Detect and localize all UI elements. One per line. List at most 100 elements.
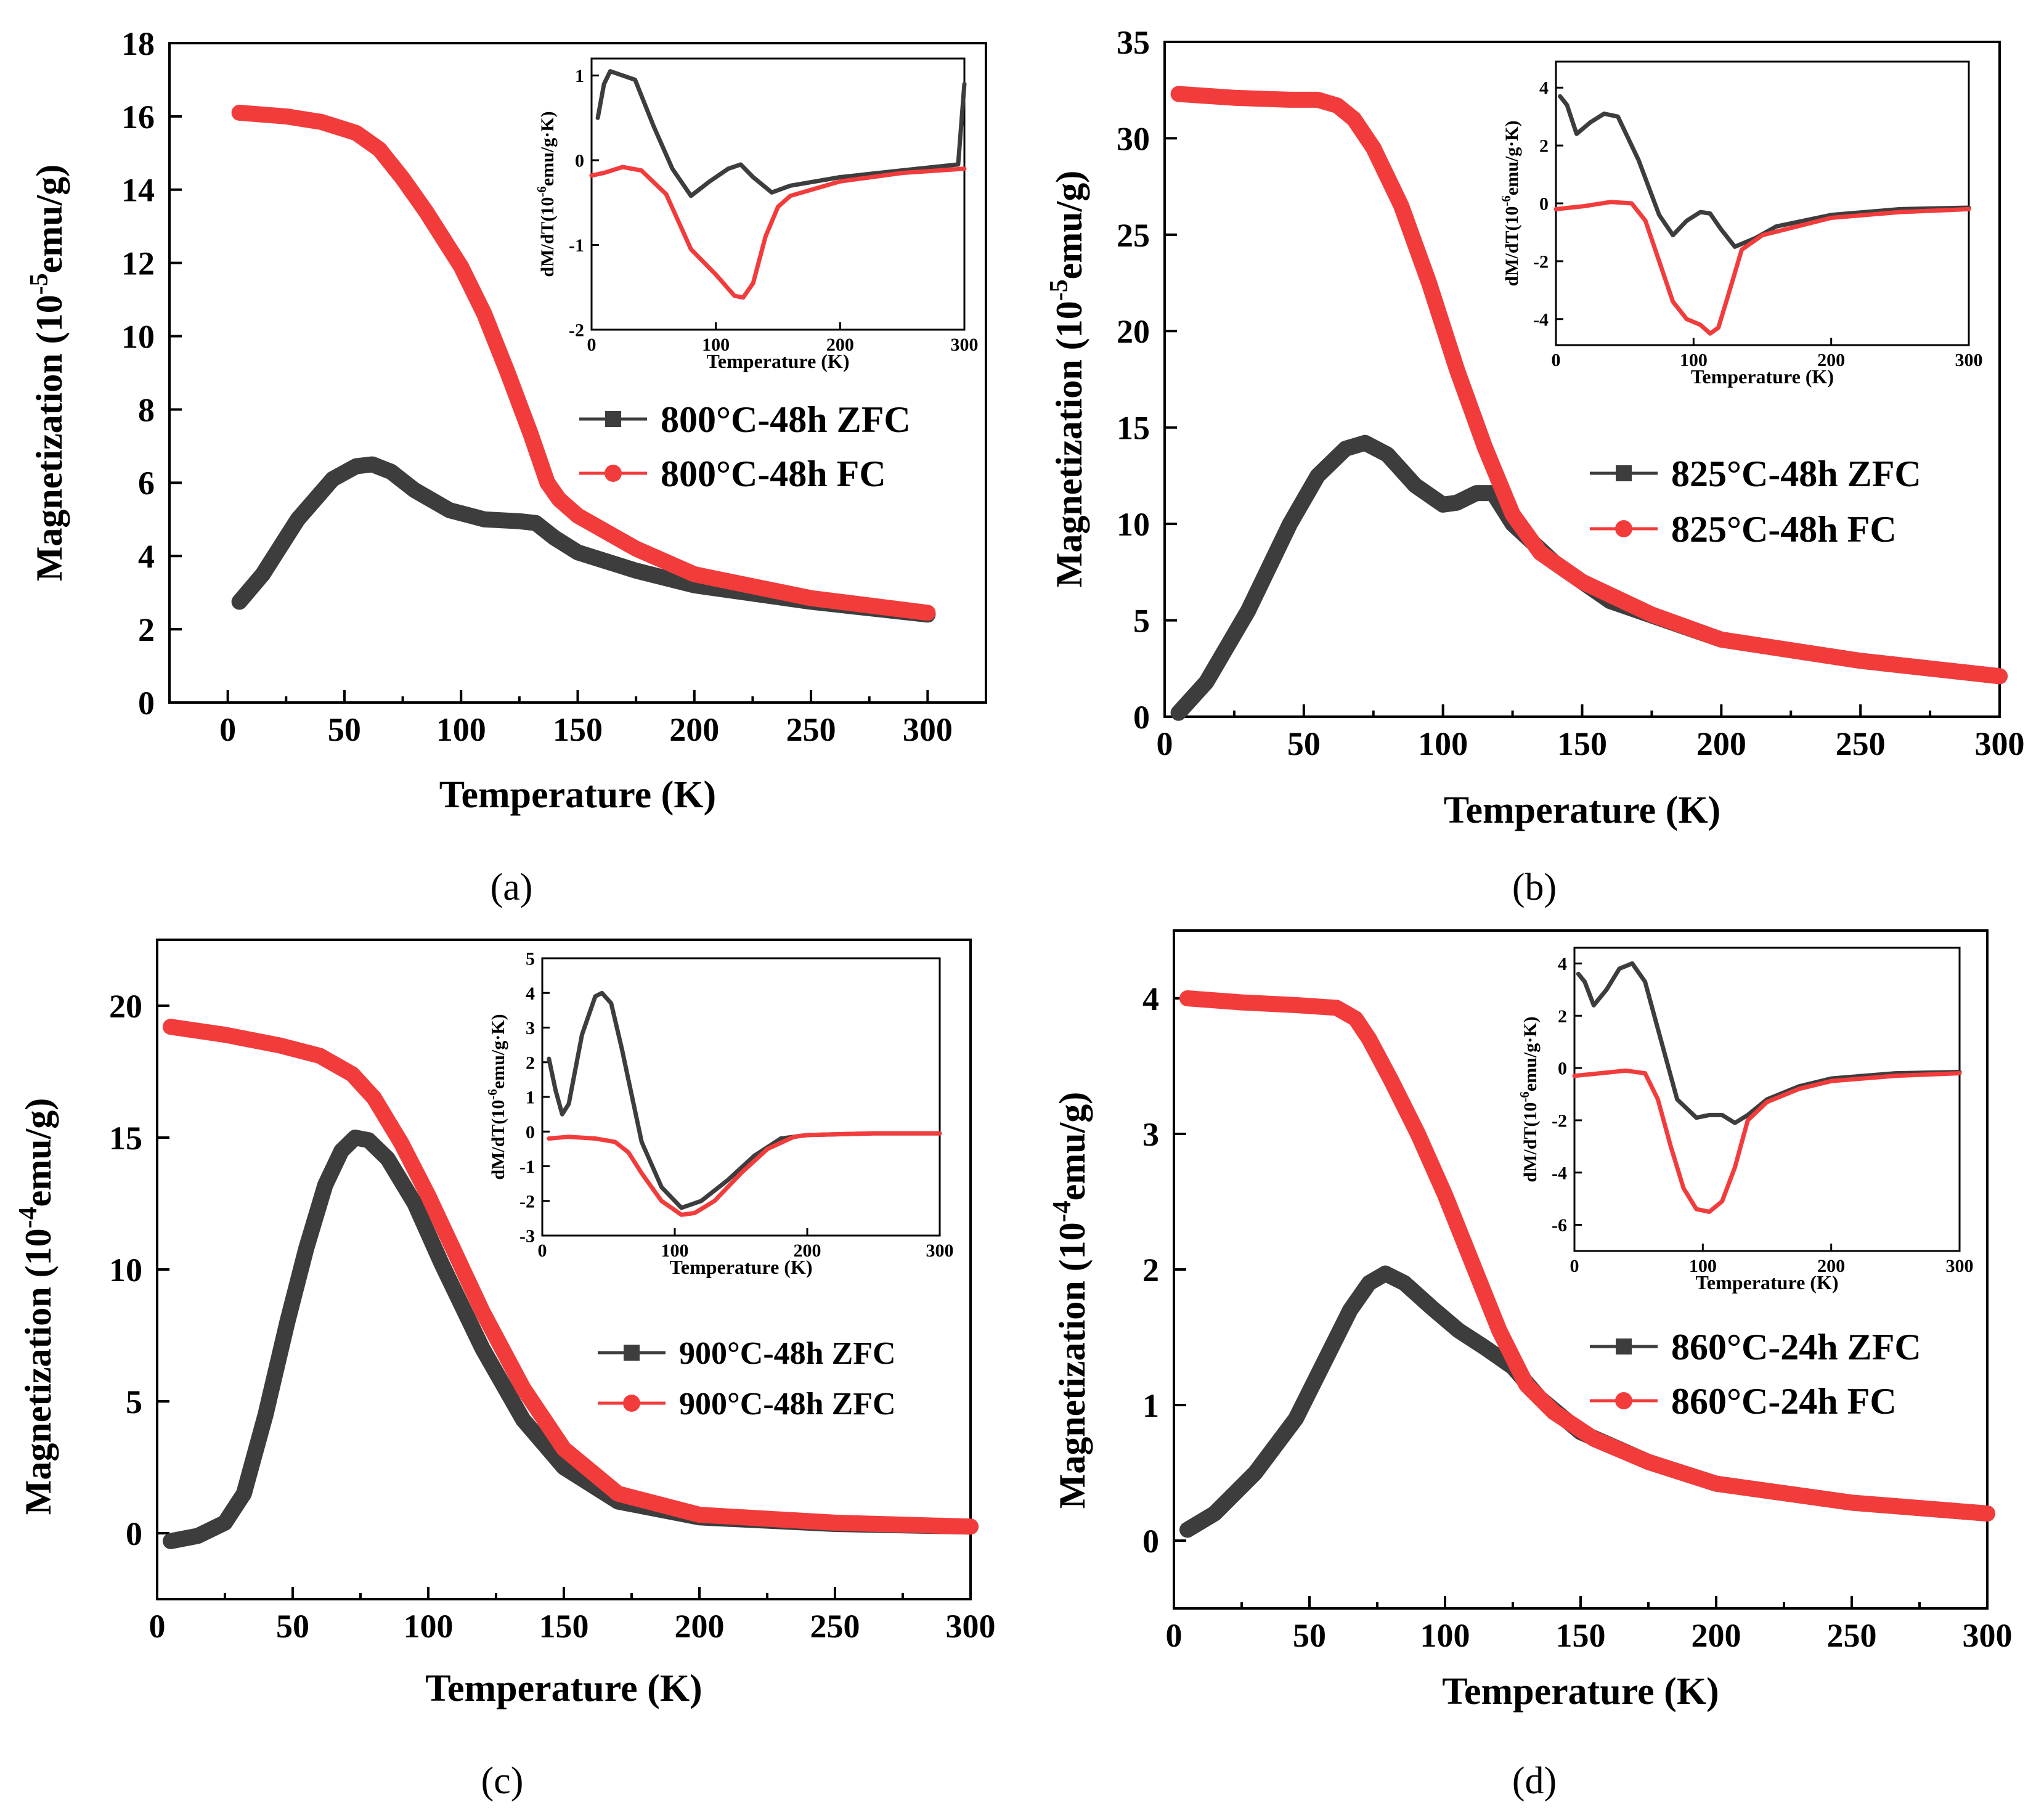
x-tick-label: 150 [1557,725,1607,762]
x-tick-label: 150 [1556,1617,1606,1654]
inset-x-axis-title: Temperature (K) [1691,365,1834,388]
x-tick-label: 200 [826,335,854,355]
y-tick-label: 4 [138,538,155,575]
x-axis-title: Temperature (K) [439,774,716,816]
ylabel-pre: Magnetization (10 [1049,301,1089,587]
ylabel-post: emu/g·K) [488,1014,508,1089]
ylabel-pre: Magnetization (10 [1052,1222,1093,1509]
legend-entry: 825°C-48h FC [1671,509,1897,550]
y-tick-label: 0 [575,151,584,171]
y-tick-label: 8 [138,391,155,428]
x-tick-label: 250 [1836,725,1886,762]
x-tick-label: 250 [786,711,836,748]
x-tick-label: 300 [1946,1256,1974,1276]
y-tick-label: -1 [519,1157,535,1177]
legend-marker-square [1616,1338,1632,1355]
inset-line-zfc [547,990,942,1210]
x-tick-label: 200 [669,711,719,748]
y-tick-label: 0 [1133,699,1150,736]
y-tick-label: 20 [1117,313,1150,350]
x-tick-label: 100 [1680,350,1708,370]
ylabel-exponent: -4 [1048,1200,1077,1222]
x-tick-label: 100 [1418,725,1468,762]
ylabel-pre: Magnetization (10 [18,1228,59,1515]
legend-marker-square [605,411,621,427]
chart-panel-a: 0 50 100 150 200 250 300024681012141618Tempera… [25,25,987,908]
chart-panel-b: 0 50 100 150 200 250 30005101520253035Temperat… [1045,24,2025,908]
x-tick-label: 250 [810,1608,860,1645]
inset-frame [590,57,966,331]
inset-line-fc [547,1131,942,1217]
legend-entry: 860°C-24h FC [1671,1381,1897,1422]
x-tick-label: 100 [436,711,486,748]
inset-x-axis-title: Temperature (K) [1696,1271,1839,1294]
x-tick-label: 200 [794,1241,821,1261]
x-tick-label: 0 [538,1241,547,1261]
y-tick-label: 0 [126,1515,142,1552]
x-tick-label: 100 [661,1241,689,1261]
inset-y-axis-title: dM/dT(10-6emu/g·K) [534,111,558,277]
legend-entry: 825°C-48h ZFC [1671,454,1921,494]
x-tick-label: 100 [1689,1256,1717,1276]
legend-marker-circle [605,465,622,482]
ylabel-exponent: -6 [1517,1091,1532,1102]
y-tick-label: 35 [1117,24,1150,61]
inset-x-axis-title: Temperature (K) [707,350,850,372]
legend-marker-square [1616,465,1632,481]
ylabel-pre: dM/dT(10 [488,1100,508,1180]
x-tick-label: 0 [149,1608,166,1645]
inset-y-axis-title: dM/dT(10-6emu/g·K) [1499,120,1522,286]
y-tick-label: 12 [121,245,155,282]
legend-entry: 800°C-48h ZFC [661,399,911,440]
x-tick-label: 100 [702,335,730,355]
y-tick-label: -4 [1552,1163,1567,1183]
legend-marker-square [624,1345,640,1361]
y-tick-label: 20 [109,988,142,1025]
y-tick-label: 15 [1117,410,1150,447]
x-tick-label: 0 [1157,725,1173,762]
x-tick-label: 300 [1975,725,2025,762]
series-line-fc [231,104,936,621]
x-tick-label: 250 [1827,1617,1877,1654]
y-tick-label: 2 [1539,136,1549,157]
y-tick-label: 3 [1142,1116,1159,1153]
x-tick-label: 50 [1293,1617,1326,1654]
ylabel-post: emu/g) [1052,1092,1093,1201]
y-tick-label: 0 [1558,1059,1567,1079]
x-tick-label: 0 [587,335,597,355]
inset-x-axis-title: Temperature (K) [670,1256,813,1278]
ylabel-pre: dM/dT(10 [1520,1102,1541,1183]
panel-label: (c) [481,1760,524,1802]
ylabel-exponent: -4 [14,1207,43,1228]
ylabel-post: emu/g·K) [1502,120,1522,195]
x-tick-label: 200 [1692,1617,1741,1654]
x-tick-label: 300 [951,335,979,355]
y-tick-label: 2 [138,611,155,648]
ylabel-exponent: -6 [1499,195,1513,206]
ylabel-post: emu/g) [18,1098,59,1207]
x-tick-label: 100 [1420,1617,1470,1654]
y-tick-label: 10 [121,318,155,355]
y-tick-label: 3 [526,1018,535,1038]
ylabel-post: emu/g·K) [537,111,558,186]
y-axis-title: Magnetization (10-5emu/g) [25,165,70,582]
legend-marker-circle [1615,1392,1632,1409]
x-tick-label: 200 [675,1608,725,1645]
panel-label: (d) [1512,1760,1557,1802]
x-tick-label: 150 [553,711,603,748]
ylabel-post: emu/g·K) [1520,1016,1541,1091]
x-tick-label: 0 [1570,1256,1579,1276]
ylabel-exponent: -6 [534,186,549,197]
x-axis-title: Temperature (K) [1442,1671,1719,1713]
ylabel-post: emu/g) [29,165,70,274]
x-tick-label: 300 [903,711,953,748]
x-tick-label: 50 [328,711,361,748]
y-tick-label: 6 [138,465,155,502]
y-tick-label: 4 [1539,78,1549,99]
y-axis-title: Magnetization (10-4emu/g) [1048,1092,1093,1509]
y-tick-label: 14 [121,172,155,209]
y-tick-label: 2 [1558,1006,1567,1027]
y-tick-label: -3 [519,1226,535,1247]
panel-label: (b) [1512,866,1557,908]
